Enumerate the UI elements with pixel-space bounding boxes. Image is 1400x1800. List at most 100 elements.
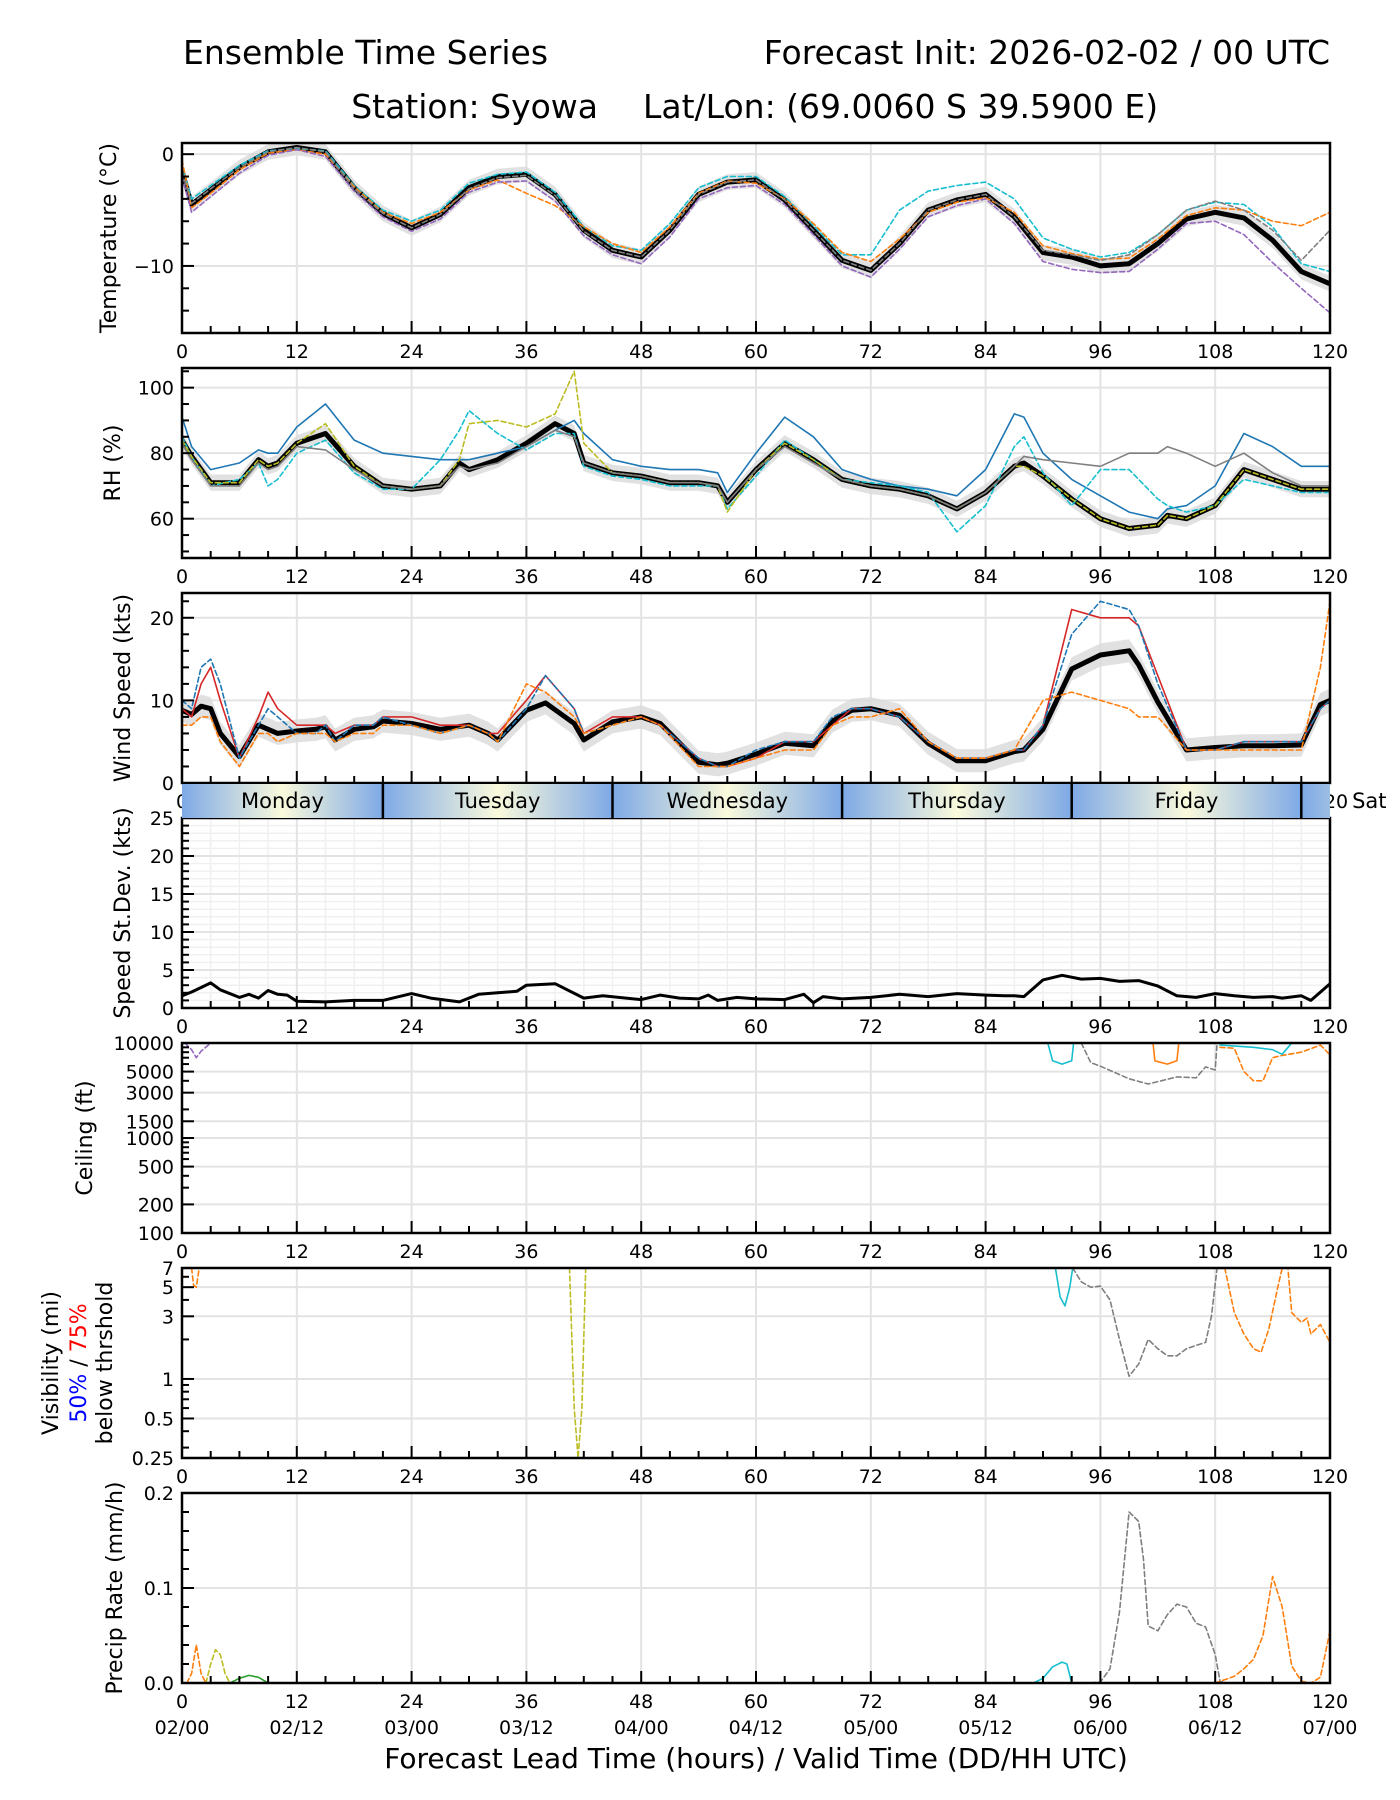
valid-time-label: 02/12 (269, 1717, 324, 1739)
threshold-percent-label: 50% / 75% (67, 1303, 92, 1422)
member-line-member-olive-dashed (568, 1268, 587, 1458)
x-tick-label: 72 (859, 566, 883, 588)
y-tick-label: 5 (162, 1277, 174, 1299)
x-tick-label: 36 (514, 341, 538, 363)
y-tick-label: 0.0 (144, 1673, 174, 1695)
y-tick-label: 20 (150, 608, 174, 630)
member-line-member-blue-solid (182, 403, 1330, 520)
y-tick-label: 10 (150, 922, 174, 944)
valid-time-label: 06/00 (1073, 1717, 1128, 1739)
y-tick-label: 0.25 (132, 1448, 174, 1470)
y-axis-label: Visibility (mi) (39, 1291, 64, 1435)
y-axis-label: Wind Speed (kts) (111, 594, 136, 782)
y-tick-label: 200 (138, 1194, 174, 1216)
valid-time-label: 06/12 (1188, 1717, 1243, 1739)
y-tick-label: 0 (162, 773, 174, 795)
x-tick-label: 72 (859, 1691, 883, 1713)
x-tick-label: 108 (1197, 566, 1233, 588)
y-tick-label: 5 (162, 960, 174, 982)
figure-title: Ensemble Time Series (183, 33, 548, 72)
y-tick-label: 100 (138, 1223, 174, 1245)
x-tick-label: 48 (629, 1241, 653, 1263)
x-tick-label: 48 (629, 566, 653, 588)
day-label: Tuesday (454, 789, 540, 813)
threshold-50-label: 50% (67, 1374, 92, 1423)
day-segment (842, 784, 1072, 818)
y-tick-label: 20 (150, 846, 174, 868)
x-tick-label: 84 (974, 566, 998, 588)
x-tick-label: 0 (176, 1016, 188, 1038)
member-line-member-blue-dashed (182, 600, 1330, 768)
member-line-member-gray-dashed (1080, 1043, 1218, 1085)
valid-time-label: 03/12 (499, 1717, 554, 1739)
x-tick-label: 12 (285, 341, 309, 363)
panel-precip_rate: 0 02/00 12 02/12 24 03/00 36 03/12 48 04/00 60 04/1… (103, 1482, 1357, 1739)
day-segment (182, 784, 383, 818)
y-tick-label: 1000 (126, 1128, 174, 1150)
x-tick-label: 96 (1088, 1466, 1112, 1488)
member-line-member-cyan-solid (1032, 1661, 1073, 1683)
day-label: Monday (241, 789, 324, 813)
member-line-member-gray-dashed (1090, 1511, 1226, 1683)
x-tick-label: 120 (1312, 566, 1348, 588)
member-line-member-cyan-solid (1047, 1043, 1075, 1065)
y-tick-label: 0 (162, 998, 174, 1020)
member-line-member-orange-solid (1152, 1043, 1180, 1065)
day-label: Thursday (907, 789, 1006, 813)
y-tick-label: 0.2 (144, 1483, 174, 1505)
day-of-week-band: Monday Tuesday Wednesday Thursday Friday Sat (182, 784, 1387, 818)
member-line-member-orange-dashed (182, 148, 1330, 263)
member-line-member-purple-dashed (182, 148, 1330, 314)
x-tick-label: 108 (1197, 341, 1233, 363)
y-tick-label: 3000 (126, 1083, 174, 1105)
x-tick-label: 48 (629, 1466, 653, 1488)
y-axis-label: Ceiling (ft) (73, 1080, 98, 1195)
panel-visibility: 0 12 24 36 48 60 72 84 96 108 120 75 3 1 0.5 0.25 Visibi… (39, 1258, 1348, 1488)
day-segment (1071, 784, 1302, 818)
y-tick-label: 5000 (126, 1062, 174, 1084)
x-tick-label: 24 (400, 1016, 424, 1038)
y-tick-label: 500 (138, 1157, 174, 1179)
x-tick-label: 96 (1088, 341, 1112, 363)
member-line-member-cyan-solid (1054, 1268, 1074, 1307)
member-line-member-purple-dashed (184, 1043, 212, 1059)
member-line-member-orange-dashed (1219, 1044, 1330, 1082)
y-tick-label: 10000 (114, 1033, 174, 1055)
threshold-75-label: 75% (67, 1303, 92, 1352)
forecast-init: Forecast Init: 2026-02-02 / 00 UTC (764, 33, 1330, 72)
member-line-member-orange-dashed-early (186, 1644, 207, 1683)
valid-time-label: 05/12 (958, 1717, 1013, 1739)
y-tick-label: 0.1 (144, 1578, 174, 1600)
member-line-member-green-solid-early (229, 1674, 269, 1683)
member-line-member-olive-dashed-early (205, 1649, 231, 1683)
x-tick-label: 0 (176, 341, 188, 363)
y-axis-label: Speed St.Dev. (kts) (111, 807, 136, 1018)
x-tick-label: 36 (514, 1241, 538, 1263)
valid-time-label: 04/00 (614, 1717, 669, 1739)
x-tick-label: 60 (744, 1466, 768, 1488)
valid-time-label: 07/00 (1303, 1717, 1358, 1739)
x-tick-label: 12 (285, 1016, 309, 1038)
panel-wind_speed: 0122436486072849610812020100Wind Speed (… (111, 591, 1348, 813)
y-tick-label: 15 (150, 884, 174, 906)
x-tick-label: 60 (744, 1241, 768, 1263)
day-segment (612, 784, 843, 818)
panel-speed_stdev: 0 12 24 36 48 60 72 84 96 108 120 25 20 15 10 5 0 Speed S… (111, 807, 1348, 1038)
valid-time-label: 05/00 (843, 1717, 898, 1739)
x-tick-label: 0 (176, 1241, 188, 1263)
y-tick-label: 60 (150, 509, 174, 531)
x-tick-label: 84 (974, 1466, 998, 1488)
y-tick-label: 0 (162, 144, 174, 166)
spread-band (182, 639, 1330, 777)
x-tick-label: 72 (859, 1241, 883, 1263)
x-tick-label: 12 (285, 1691, 309, 1713)
member-line-member-gray-solid (182, 429, 1330, 510)
y-tick-label: 100 (138, 378, 174, 400)
x-tick-label: 72 (859, 1016, 883, 1038)
x-tick-label: 108 (1197, 1241, 1233, 1263)
y-tick-label: 1 (162, 1369, 174, 1391)
y-tick-label: 7 (162, 1258, 174, 1280)
threshold-separator: / (67, 1352, 92, 1373)
